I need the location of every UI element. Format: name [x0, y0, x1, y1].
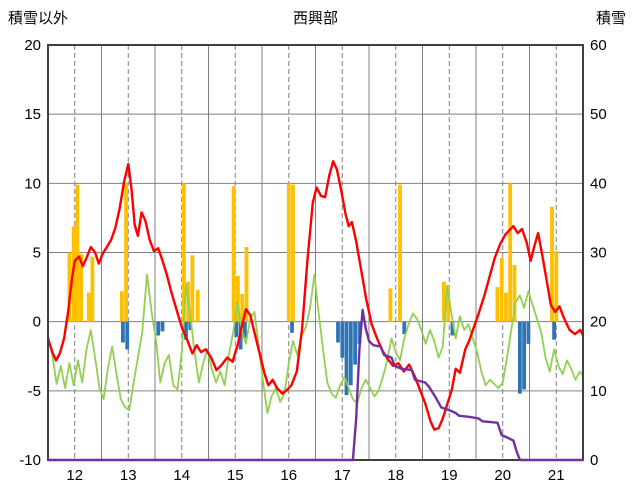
orange-bars-bar: [67, 252, 72, 322]
green-line: [47, 273, 584, 414]
left-axis-title: 積雪以外: [8, 10, 69, 27]
red-line: [46, 159, 585, 431]
x-axis-tick-label: 16: [280, 467, 297, 484]
orange-bars-bar: [286, 183, 291, 322]
left-axis-tick-label: -5: [28, 383, 41, 400]
blue-bars-bar: [357, 321, 362, 344]
right-axis-tick-label: 60: [590, 37, 607, 54]
orange-bars-bar: [231, 186, 236, 322]
orange-bars-bar: [124, 183, 128, 322]
blue-bars-bar: [450, 321, 455, 336]
orange-bars-bar: [119, 291, 124, 322]
left-axis-tick-label: 15: [24, 106, 41, 123]
left-axis-tick-label: 5: [33, 245, 41, 262]
blue-bars-bar: [188, 321, 193, 330]
orange-bars-bar: [79, 253, 84, 322]
blue-bars-bar: [526, 321, 531, 344]
orange-bars-bar: [240, 294, 245, 322]
orange-bars-bar: [75, 184, 80, 322]
blue-bars-bar: [184, 321, 188, 340]
orange-bars-bar: [90, 256, 95, 322]
x-axis-tick-label: 21: [548, 467, 565, 484]
orange-bars-bar: [508, 183, 513, 322]
x-axis-tick-label: 18: [387, 467, 404, 484]
blue-bars-bar: [290, 321, 294, 333]
orange-bars-bar: [236, 276, 240, 322]
blue-bars-bar: [344, 321, 349, 395]
blue-bars-bar: [160, 321, 165, 332]
orange-bars-bar: [244, 247, 249, 322]
orange-bars-bar: [86, 292, 91, 322]
right-axis-tick-label: 20: [590, 314, 607, 331]
x-axis-tick-label: 15: [227, 467, 244, 484]
chart-title: 西興部: [292, 10, 338, 27]
left-axis-tick-label: 10: [24, 175, 41, 192]
blue-bars-bar: [340, 321, 345, 358]
blue-bars-bar: [234, 321, 239, 337]
right-axis-tick-label: 0: [590, 452, 598, 469]
blue-bars-bar: [353, 321, 357, 365]
x-axis-tick-label: 19: [441, 467, 458, 484]
blue-bars-bar: [125, 321, 130, 350]
blue-bars-bar: [522, 321, 526, 390]
orange-bars-bar: [446, 285, 451, 322]
right-axis-tick-label: 30: [590, 245, 607, 262]
x-axis-tick-label: 20: [494, 467, 511, 484]
blue-bars-bar: [243, 321, 247, 339]
orange-bars-bar: [442, 281, 446, 322]
orange-bars-bar: [495, 287, 500, 322]
orange-bars-bar: [499, 258, 504, 322]
right-axis-tick-label: 10: [590, 383, 607, 400]
right-axis-title: 積雪: [595, 10, 626, 27]
x-axis-tick-label: 14: [173, 467, 190, 484]
orange-bars-bar: [554, 251, 559, 322]
x-axis-tick-label: 13: [120, 467, 137, 484]
left-axis-tick-label: -10: [19, 452, 41, 469]
x-axis-tick-label: 12: [66, 467, 83, 484]
orange-bars-bar: [291, 184, 295, 322]
blue-bars-bar: [336, 321, 340, 343]
blue-bars-bar: [121, 321, 125, 343]
orange-bars-bar: [512, 265, 517, 322]
orange-bars-bar: [182, 183, 186, 322]
right-axis-tick-label: 40: [590, 175, 607, 192]
blue-bars-bar: [156, 321, 161, 336]
orange-bars-bar: [195, 289, 200, 322]
x-axis-tick-label: 17: [334, 467, 351, 484]
purple-snow-depth-line: [46, 308, 585, 462]
orange-bars-bar: [190, 255, 195, 322]
left-axis-tick-label: 0: [33, 314, 41, 331]
right-axis-tick-label: 50: [590, 106, 607, 123]
blue-bars-bar: [348, 321, 353, 386]
blue-bars-bar: [402, 321, 407, 335]
left-axis-tick-label: 20: [24, 37, 41, 54]
orange-bars-bar: [388, 288, 393, 322]
orange-bars-bar: [504, 292, 508, 322]
blue-bars-bar: [518, 321, 522, 394]
orange-bars-bar: [398, 184, 402, 322]
orange-bars-bar: [550, 206, 554, 322]
blue-bars-bar: [552, 321, 556, 340]
